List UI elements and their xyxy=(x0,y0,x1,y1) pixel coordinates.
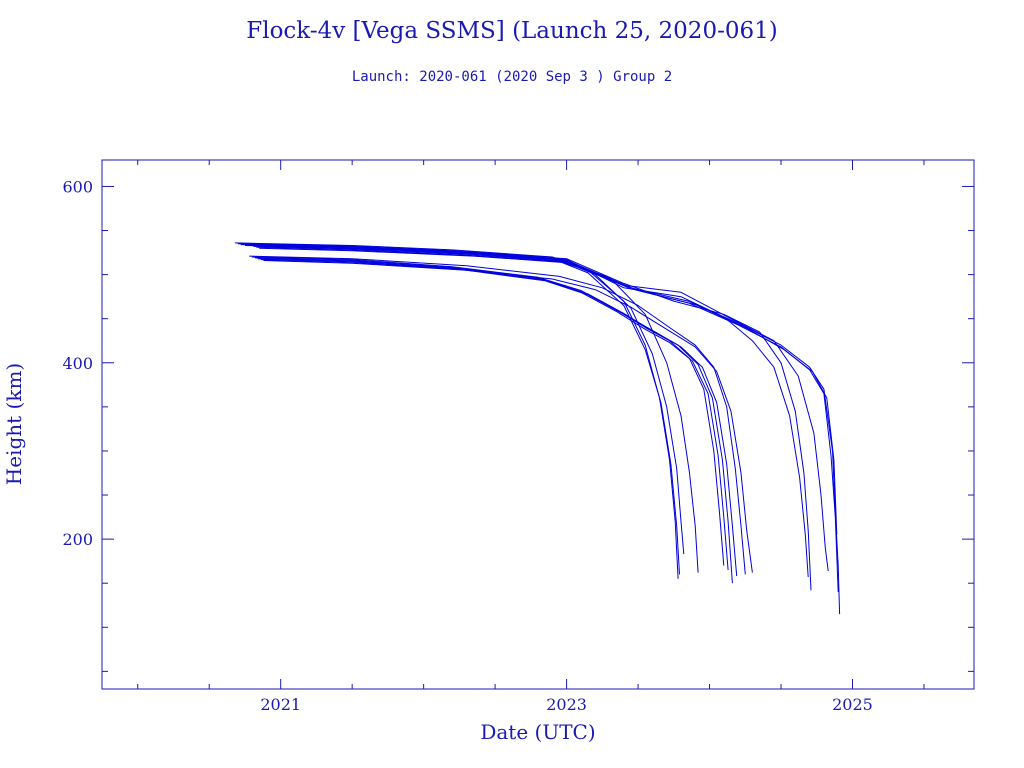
series-line-15 xyxy=(256,246,839,593)
series-line-14 xyxy=(253,245,841,615)
x-axis-label: Date (UTC) xyxy=(480,720,595,744)
series-group xyxy=(234,242,841,615)
chart-title: Flock-4v [Vega SSMS] (Launch 25, 2020-06… xyxy=(246,18,777,44)
tick-labels: 2021 2023 2025 200 400 600 xyxy=(62,177,872,714)
y-tick-label: 200 xyxy=(62,530,93,549)
series-line-5 xyxy=(252,256,725,566)
series-line-6 xyxy=(254,257,729,571)
chart-subtitle: Launch: 2020-061 (2020 Sep 3 ) Group 2 xyxy=(352,69,672,85)
series-line-4 xyxy=(244,245,699,573)
series-line-8 xyxy=(260,259,738,577)
series-line-10 xyxy=(263,260,753,573)
y-tick-label: 600 xyxy=(62,177,93,196)
x-tick-label: 2023 xyxy=(546,695,587,714)
x-tick-label: 2025 xyxy=(832,695,873,714)
y-tick-label: 400 xyxy=(62,354,93,373)
series-line-16 xyxy=(259,247,838,535)
series-line-11 xyxy=(244,243,812,591)
series-line-7 xyxy=(257,258,733,584)
series-line-13 xyxy=(250,245,829,571)
x-tick-label: 2021 xyxy=(260,695,301,714)
series-line-3 xyxy=(240,244,685,555)
series-line-9 xyxy=(249,255,746,575)
y-axis-label: Height (km) xyxy=(2,363,26,485)
axis-ticks xyxy=(102,160,974,689)
series-line-1 xyxy=(234,242,679,579)
plot-frame xyxy=(101,159,975,690)
